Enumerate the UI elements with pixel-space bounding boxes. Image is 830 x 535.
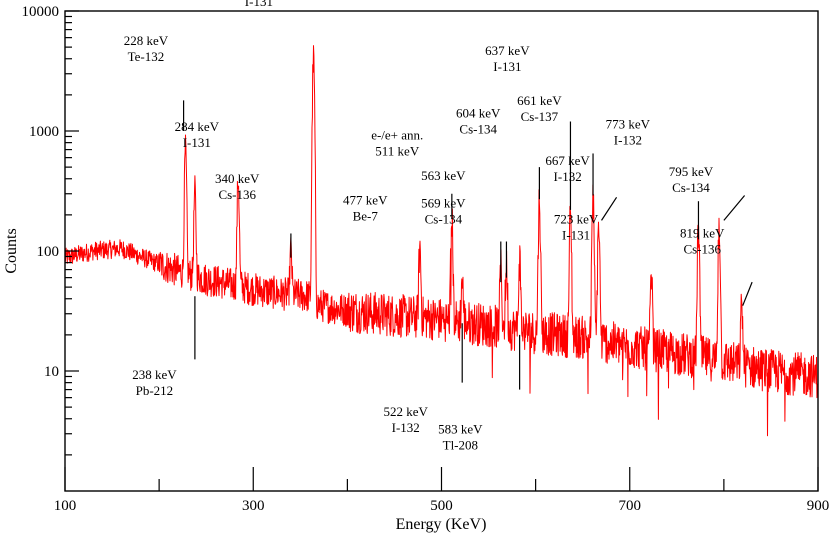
annotation-energy: 819 keV [680, 225, 725, 240]
annotation-isotope: I-132 [614, 132, 642, 147]
annotation-cs134-563: 563 keV [421, 168, 466, 183]
annotation-energy: 238 keV [132, 367, 177, 382]
annotation-energy: 477 keV [343, 192, 388, 207]
annotation-energy: 563 keV [421, 168, 466, 183]
annotation-energy: 667 keV [545, 153, 590, 168]
annotation-energy: 569 keV [421, 196, 466, 211]
leader-i132-667 [601, 197, 618, 221]
annotation-isotope: I-131 [245, 0, 273, 9]
x-tick-label: 900 [807, 498, 830, 514]
annotation-energy: 795 keV [669, 164, 714, 179]
x-tick-label: 500 [430, 498, 453, 514]
annotation-ann-511: e-/e+ ann.511 keV [371, 127, 423, 158]
annotation-energy: 522 keV [384, 404, 429, 419]
annotation-energy: 637 keV [485, 43, 530, 58]
annotation-isotope: Te-132 [128, 49, 165, 64]
annotation-isotope: I-131 [493, 59, 521, 74]
annotation-isotope: Tl-208 [443, 438, 478, 453]
annotation-isotope: I-132 [392, 420, 420, 435]
annotation-energy: 661 keV [517, 93, 562, 108]
annotation-isotope: Be-7 [353, 208, 379, 223]
annotation-isotope: I-131 [183, 135, 211, 150]
annotation-energy: 228 keV [124, 33, 169, 48]
annotation-energy: 604 keV [456, 105, 501, 120]
x-tick-label: 700 [619, 498, 642, 514]
annotation-energy: 773 keV [606, 116, 651, 131]
annotation-leaders [182, 100, 753, 390]
y-axis: 10 100 1000 10000 [22, 4, 79, 456]
leader-cs134-795 [723, 195, 746, 221]
annotation-energy: 583 keV [438, 422, 483, 437]
annotation-energy: 340 keV [215, 171, 260, 186]
y-tick-label: 10 [44, 364, 59, 380]
annotation-energy: e-/e+ ann. [371, 127, 423, 142]
annotation-isotope: Cs-134 [459, 121, 497, 136]
annotation-isotope: Cs-134 [425, 212, 463, 227]
plot-area [64, 45, 819, 437]
annotation-isotope: Cs-134 [672, 180, 710, 195]
x-axis: 100 300 500 700 900 [54, 467, 830, 514]
annotation-isotope: 511 keV [375, 143, 420, 158]
y-tick-label: 10000 [22, 4, 60, 20]
annotation-energy: 723 keV [554, 211, 599, 226]
annotation-isotope: Cs-136 [683, 241, 721, 256]
y-axis-label: Counts [3, 228, 20, 273]
annotation-isotope: I-132 [554, 169, 582, 184]
y-tick-label: 100 [37, 244, 60, 260]
annotation-isotope: Cs-137 [521, 109, 559, 124]
x-tick-label: 100 [54, 498, 77, 514]
annotation-energy: 284 keV [175, 119, 220, 134]
x-axis-label: Energy (KeV) [396, 516, 487, 533]
annotation-isotope: Cs-136 [218, 187, 256, 202]
y-tick-label: 1000 [29, 124, 59, 140]
annotation-isotope: Pb-212 [136, 383, 174, 398]
leader-cs136-819 [742, 281, 753, 306]
x-tick-label: 300 [242, 498, 265, 514]
spectrum-line [64, 45, 819, 437]
annotation-isotope: I-131 [562, 227, 590, 242]
